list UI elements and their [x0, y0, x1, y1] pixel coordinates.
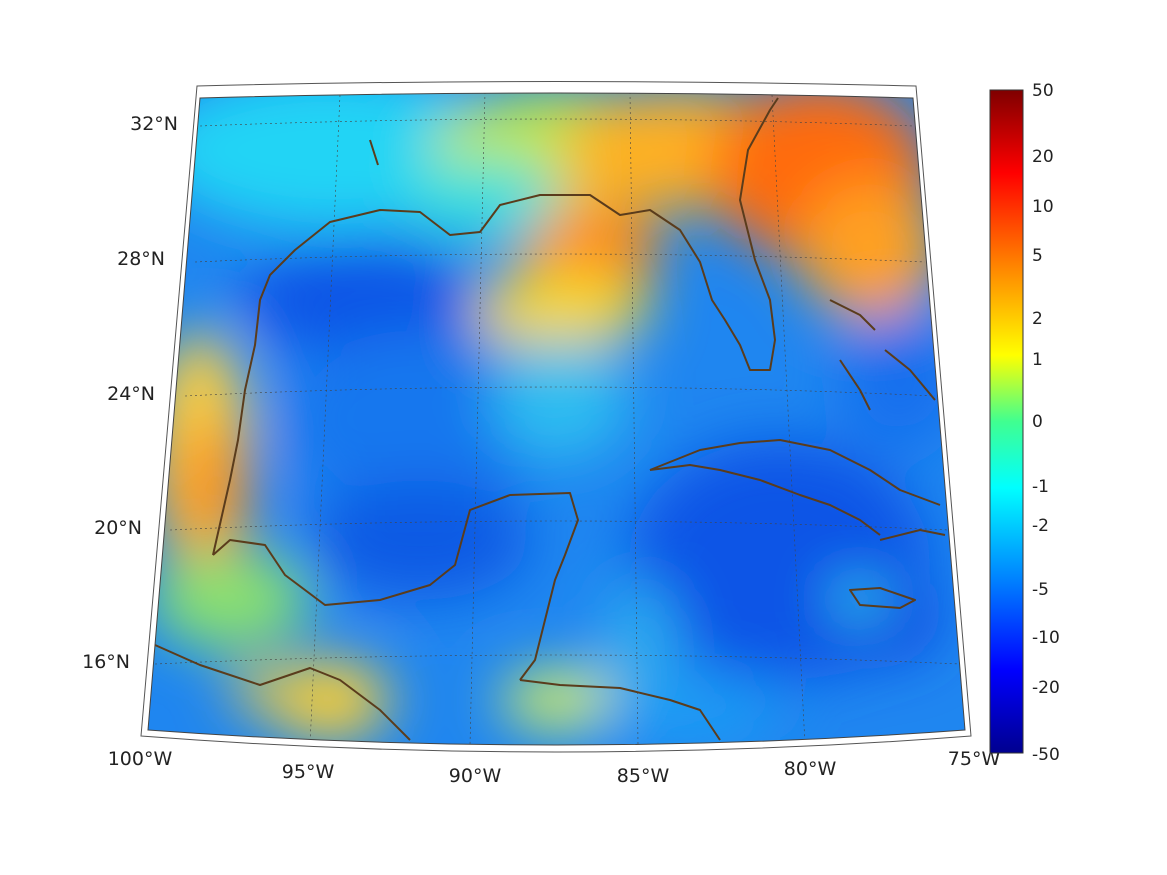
lat-label-28: 28°N [117, 248, 165, 270]
colorbar: 50 20 10 5 2 1 0 -1 -2 -5 -10 -20 -50 [989, 81, 1060, 765]
colorbar-tick: 10 [1032, 197, 1054, 217]
lon-label-80w: 80°W [784, 758, 837, 780]
lon-label-75w: 75°W [948, 748, 1001, 770]
lon-label-90w: 90°W [449, 765, 502, 787]
colorbar-tick: -50 [1032, 745, 1060, 765]
lat-label-32: 32°N [130, 113, 178, 135]
graticule [154, 93, 961, 745]
colorbar-tick: 50 [1032, 81, 1054, 101]
lon-label-85w: 85°W [617, 765, 670, 787]
lat-label-16: 16°N [82, 651, 130, 673]
map-frame-outer [140, 81, 972, 753]
coastlines [154, 97, 946, 741]
colorbar-tick-labels: 50 20 10 5 2 1 0 -1 -2 -5 -10 -20 -50 [1032, 81, 1060, 765]
lon-label-95w: 95°W [282, 761, 335, 783]
data-field [148, 93, 965, 745]
colorbar-tick: -20 [1032, 678, 1060, 698]
colorbar-tick: -1 [1032, 477, 1049, 497]
colorbar-tick: -5 [1032, 580, 1049, 600]
latitude-labels: 32°N 28°N 24°N 20°N 16°N [82, 113, 178, 673]
map-frame [147, 92, 966, 746]
colorbar-gradient [989, 89, 1024, 754]
colorbar-tick: 1 [1032, 350, 1043, 370]
lon-label-100w: 100°W [108, 748, 173, 770]
colorbar-tick: 2 [1032, 309, 1043, 329]
longitude-labels: 100°W 95°W 90°W 85°W 80°W 75°W [108, 748, 1001, 787]
colorbar-tick: -2 [1032, 516, 1049, 536]
colorbar-tick: 5 [1032, 246, 1043, 266]
colorbar-tick: 20 [1032, 147, 1054, 167]
lat-label-24: 24°N [107, 383, 155, 405]
colorbar-tick: 0 [1032, 412, 1043, 432]
lat-label-20: 20°N [94, 517, 142, 539]
colorbar-tick: -10 [1032, 628, 1060, 648]
